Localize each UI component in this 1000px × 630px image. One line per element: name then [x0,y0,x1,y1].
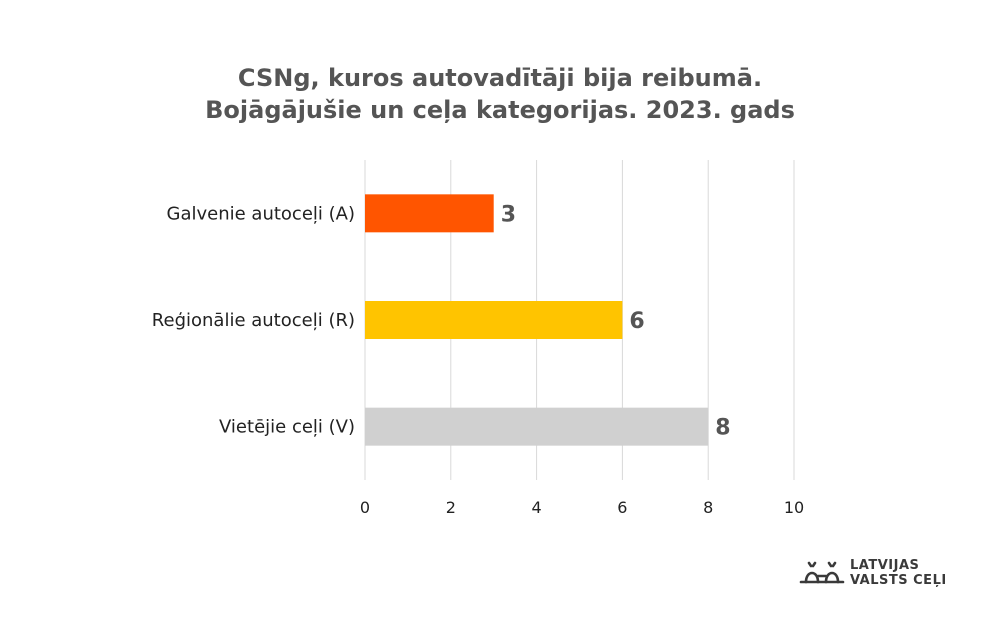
bar [365,301,623,339]
category-label: Vietējie ceļi (V) [219,417,355,438]
x-tick-label: 2 [446,498,456,517]
road-arch-logo-icon [799,561,845,584]
x-tick-label: 10 [784,498,804,517]
chart-title: CSNg, kuros autovadītāji bija reibumā. B… [0,62,1000,126]
data-label: 3 [501,202,516,227]
logo-text-line-1: LATVIJAS [850,558,920,573]
bar [365,407,709,446]
data-label: 8 [715,416,730,441]
logo-text-line-2: VALSTS CEĻI [850,573,947,588]
category-label: Reģionālie autoceļi (R) [152,310,355,331]
chart-title-line-2: Bojāgājušie un ceļa kategorijas. 2023. g… [205,96,795,124]
x-tick-label: 8 [703,498,713,517]
chart-title-line-1: CSNg, kuros autovadītāji bija reibumā. [237,64,763,92]
logo: LATVIJAS VALSTS CEĻI [798,556,958,592]
bar [365,194,494,233]
x-tick-label: 4 [532,498,542,517]
category-label: Galvenie autoceļi (A) [167,203,355,224]
x-tick-label: 6 [617,498,627,517]
data-label: 6 [629,309,644,334]
x-tick-label: 0 [360,498,370,517]
